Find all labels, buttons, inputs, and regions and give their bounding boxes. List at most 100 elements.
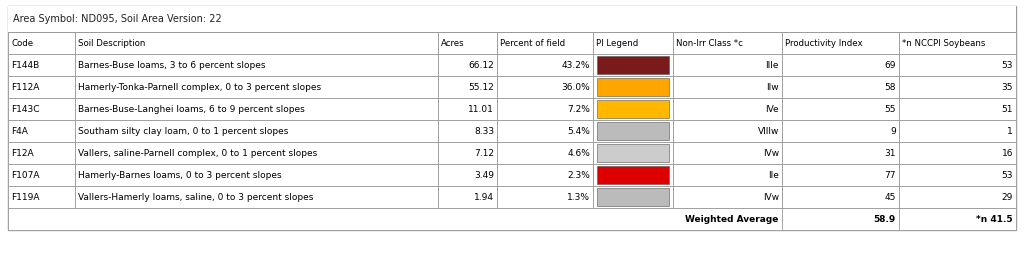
Bar — [782, 98, 899, 120]
Text: IVw: IVw — [763, 148, 779, 157]
Text: 45: 45 — [885, 193, 896, 201]
Bar — [75, 120, 438, 142]
Bar — [75, 186, 438, 208]
Text: *n NCCPI Soybeans: *n NCCPI Soybeans — [902, 38, 985, 48]
Text: Vallers-Hamerly loams, saline, 0 to 3 percent slopes: Vallers-Hamerly loams, saline, 0 to 3 pe… — [78, 193, 313, 201]
Text: F112A: F112A — [11, 82, 39, 91]
Text: F119A: F119A — [11, 193, 40, 201]
Text: Percent of field: Percent of field — [500, 38, 565, 48]
Text: F12A: F12A — [11, 148, 34, 157]
Text: F144B: F144B — [11, 60, 39, 69]
Text: 35: 35 — [1001, 82, 1013, 91]
Text: IVw: IVw — [763, 193, 779, 201]
Text: Acres: Acres — [441, 38, 465, 48]
Bar — [899, 54, 1016, 76]
Text: IVe: IVe — [765, 104, 779, 113]
Text: IIe: IIe — [768, 170, 779, 179]
Text: 53: 53 — [1001, 60, 1013, 69]
Bar — [8, 208, 1016, 230]
Bar — [899, 120, 1016, 142]
Bar — [8, 142, 75, 164]
Bar — [593, 98, 674, 120]
Bar — [782, 32, 899, 54]
Text: 7.2%: 7.2% — [567, 104, 590, 113]
Text: 51: 51 — [1001, 104, 1013, 113]
Text: Barnes-Buse-Langhei loams, 6 to 9 percent slopes: Barnes-Buse-Langhei loams, 6 to 9 percen… — [78, 104, 304, 113]
Bar — [674, 120, 782, 142]
Text: 55: 55 — [885, 104, 896, 113]
Bar — [438, 32, 498, 54]
Bar — [674, 54, 782, 76]
Bar — [899, 76, 1016, 98]
Bar — [782, 164, 899, 186]
Text: 11.01: 11.01 — [468, 104, 495, 113]
Bar — [75, 32, 438, 54]
Bar — [498, 142, 593, 164]
Bar — [674, 32, 782, 54]
Bar — [597, 122, 670, 140]
Bar — [498, 32, 593, 54]
Text: F143C: F143C — [11, 104, 40, 113]
Bar — [498, 98, 593, 120]
Text: Hamerly-Barnes loams, 0 to 3 percent slopes: Hamerly-Barnes loams, 0 to 3 percent slo… — [78, 170, 282, 179]
Text: 7.12: 7.12 — [474, 148, 495, 157]
Text: 8.33: 8.33 — [474, 126, 495, 135]
Bar — [597, 188, 670, 206]
Bar — [438, 76, 498, 98]
Bar — [593, 76, 674, 98]
Bar — [593, 120, 674, 142]
Bar — [674, 76, 782, 98]
Bar — [75, 164, 438, 186]
Bar — [674, 186, 782, 208]
Bar — [8, 54, 75, 76]
Bar — [438, 120, 498, 142]
Text: Barnes-Buse loams, 3 to 6 percent slopes: Barnes-Buse loams, 3 to 6 percent slopes — [78, 60, 265, 69]
Text: IIIe: IIIe — [765, 60, 779, 69]
Bar — [597, 100, 670, 118]
Text: Soil Description: Soil Description — [78, 38, 145, 48]
Bar — [438, 164, 498, 186]
Bar — [597, 78, 670, 96]
Bar — [498, 76, 593, 98]
Bar — [8, 98, 75, 120]
Text: Southam silty clay loam, 0 to 1 percent slopes: Southam silty clay loam, 0 to 1 percent … — [78, 126, 288, 135]
Bar — [782, 76, 899, 98]
Bar — [674, 164, 782, 186]
Text: F107A: F107A — [11, 170, 40, 179]
Bar — [75, 142, 438, 164]
Text: 29: 29 — [1001, 193, 1013, 201]
Bar — [498, 54, 593, 76]
Bar — [593, 164, 674, 186]
Bar — [899, 142, 1016, 164]
Text: 66.12: 66.12 — [468, 60, 495, 69]
Bar — [593, 186, 674, 208]
Bar — [782, 186, 899, 208]
Bar — [75, 76, 438, 98]
Text: Hamerly-Tonka-Parnell complex, 0 to 3 percent slopes: Hamerly-Tonka-Parnell complex, 0 to 3 pe… — [78, 82, 321, 91]
Text: *n 41.5: *n 41.5 — [976, 215, 1013, 223]
Bar — [597, 166, 670, 184]
Text: 1.3%: 1.3% — [567, 193, 590, 201]
Bar — [498, 120, 593, 142]
Text: 69: 69 — [885, 60, 896, 69]
Text: 58.9: 58.9 — [873, 215, 896, 223]
Bar — [75, 54, 438, 76]
Bar — [438, 54, 498, 76]
Text: Productivity Index: Productivity Index — [784, 38, 862, 48]
Bar — [593, 142, 674, 164]
Bar — [899, 98, 1016, 120]
Bar — [593, 54, 674, 76]
Bar — [438, 98, 498, 120]
Text: F4A: F4A — [11, 126, 28, 135]
Text: IIw: IIw — [766, 82, 779, 91]
Bar — [8, 6, 1016, 230]
Text: 36.0%: 36.0% — [561, 82, 590, 91]
Bar — [782, 54, 899, 76]
Text: 16: 16 — [1001, 148, 1013, 157]
Text: 2.3%: 2.3% — [567, 170, 590, 179]
Text: Non-Irr Class *c: Non-Irr Class *c — [677, 38, 743, 48]
Bar — [498, 164, 593, 186]
Text: 1: 1 — [1008, 126, 1013, 135]
Bar — [597, 56, 670, 74]
Bar — [438, 186, 498, 208]
